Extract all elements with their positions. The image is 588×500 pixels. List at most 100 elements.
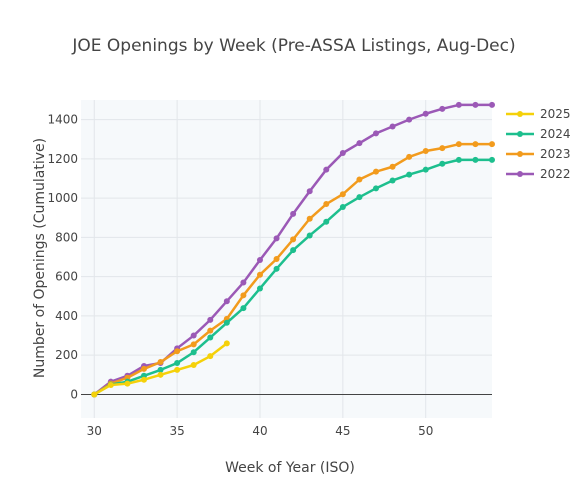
data-point-2025 xyxy=(157,371,164,378)
data-point-2024 xyxy=(372,185,379,192)
data-point-2022 xyxy=(306,188,313,195)
y-axis-title: Number of Openings (Cumulative) xyxy=(32,138,48,378)
data-point-2024 xyxy=(323,218,330,225)
data-point-2023 xyxy=(455,141,462,148)
data-point-2022 xyxy=(455,101,462,108)
chart-title: JOE Openings by Week (Pre-ASSA Listings,… xyxy=(71,36,515,56)
data-point-2024 xyxy=(439,160,446,167)
y-tick-label: 400 xyxy=(55,309,78,323)
data-point-2022 xyxy=(356,140,363,147)
x-tick-label: 30 xyxy=(87,424,102,438)
y-tick-label: 800 xyxy=(55,230,78,244)
data-point-2022 xyxy=(472,101,479,108)
data-point-2024 xyxy=(356,194,363,201)
data-point-2024 xyxy=(472,156,479,163)
legend-swatch-marker xyxy=(517,111,523,117)
legend[interactable]: 2025 2024 2023 2022 xyxy=(506,107,571,181)
y-tick-label: 200 xyxy=(55,348,78,362)
legend-swatch-marker xyxy=(517,151,523,157)
legend-label: 2023 xyxy=(540,147,571,161)
data-point-2022 xyxy=(323,166,330,173)
data-point-2022 xyxy=(422,110,429,117)
legend-item-2022[interactable]: 2022 xyxy=(506,167,571,181)
y-tick-label: 1200 xyxy=(47,152,78,166)
data-point-2022 xyxy=(372,130,379,137)
data-point-2023 xyxy=(323,201,330,208)
data-point-2024 xyxy=(256,285,263,292)
legend-item-2024[interactable]: 2024 xyxy=(506,127,571,141)
data-point-2025 xyxy=(223,340,230,347)
data-point-2022 xyxy=(389,123,396,130)
data-point-2023 xyxy=(190,341,197,348)
series-layer xyxy=(91,101,495,398)
data-point-2023 xyxy=(422,148,429,155)
x-tick-label: 35 xyxy=(169,424,184,438)
legend-swatch-marker xyxy=(517,131,523,137)
data-point-2024 xyxy=(207,334,214,341)
data-point-2025 xyxy=(91,391,98,398)
x-tick-label: 40 xyxy=(252,424,267,438)
legend-label: 2025 xyxy=(540,107,571,121)
data-point-2024 xyxy=(290,247,297,254)
data-point-2023 xyxy=(472,141,479,148)
tick-labels: 30 35 40 45 50 0 200 400 600 800 1000 1200 1400 xyxy=(47,113,433,438)
data-point-2024 xyxy=(339,203,346,210)
data-point-2024 xyxy=(422,166,429,173)
data-point-2023 xyxy=(207,327,214,334)
data-point-2023 xyxy=(339,191,346,198)
data-point-2023 xyxy=(306,215,313,222)
x-axis-title: Week of Year (ISO) xyxy=(225,460,355,476)
data-point-2022 xyxy=(290,210,297,217)
data-point-2023 xyxy=(439,145,446,152)
data-point-2024 xyxy=(273,265,280,272)
data-point-2024 xyxy=(223,319,230,326)
legend-swatch-marker xyxy=(517,171,523,177)
data-point-2022 xyxy=(273,235,280,242)
data-point-2024 xyxy=(157,366,164,373)
data-point-2022 xyxy=(240,279,247,286)
data-point-2025 xyxy=(174,366,181,373)
plot-area: 30 35 40 45 50 0 200 400 600 800 1000 1200 1400 xyxy=(47,100,495,438)
data-point-2023 xyxy=(256,271,263,278)
data-point-2024 xyxy=(406,171,413,178)
data-point-2024 xyxy=(389,177,396,184)
data-point-2025 xyxy=(190,362,197,368)
y-tick-label: 1000 xyxy=(47,191,78,205)
data-point-2022 xyxy=(489,101,495,108)
data-point-2023 xyxy=(356,176,363,183)
data-point-2022 xyxy=(439,105,446,112)
data-point-2023 xyxy=(389,163,396,170)
legend-label: 2022 xyxy=(540,167,571,181)
y-tick-label: 1400 xyxy=(47,113,78,127)
data-point-2024 xyxy=(174,360,181,367)
x-tick-label: 50 xyxy=(418,424,433,438)
data-point-2023 xyxy=(406,153,413,160)
data-point-2024 xyxy=(306,232,313,239)
legend-item-2023[interactable]: 2023 xyxy=(506,147,571,161)
y-tick-label: 0 xyxy=(70,387,78,401)
legend-item-2025[interactable]: 2025 xyxy=(506,107,571,121)
data-point-2022 xyxy=(190,332,197,339)
y-tick-label: 600 xyxy=(55,270,78,284)
data-point-2025 xyxy=(107,382,114,389)
data-point-2023 xyxy=(240,292,247,299)
data-point-2022 xyxy=(256,256,263,263)
data-point-2025 xyxy=(140,376,147,383)
data-point-2023 xyxy=(174,348,181,355)
data-point-2025 xyxy=(207,353,214,360)
data-point-2024 xyxy=(455,156,462,163)
data-point-2024 xyxy=(489,156,495,163)
series-2025 xyxy=(91,340,230,398)
data-point-2022 xyxy=(207,316,214,323)
legend-label: 2024 xyxy=(540,127,571,141)
data-point-2022 xyxy=(223,298,230,305)
data-point-2023 xyxy=(157,359,164,366)
data-point-2024 xyxy=(240,305,247,312)
x-tick-label: 45 xyxy=(335,424,350,438)
data-point-2022 xyxy=(406,116,413,123)
data-point-2022 xyxy=(339,150,346,156)
data-point-2023 xyxy=(489,141,495,148)
data-point-2023 xyxy=(290,236,297,243)
data-point-2023 xyxy=(140,365,147,372)
